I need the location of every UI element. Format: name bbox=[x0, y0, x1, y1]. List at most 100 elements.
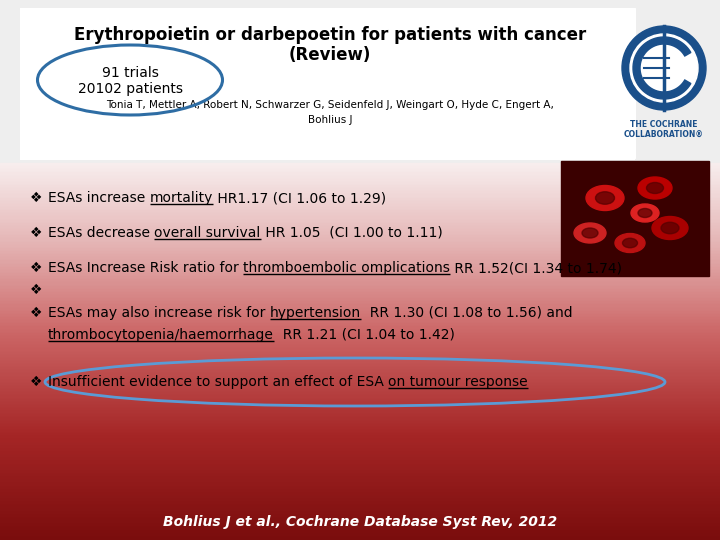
Bar bbox=[0, 449, 720, 453]
Text: THE COCHRANE: THE COCHRANE bbox=[630, 120, 698, 129]
Bar bbox=[0, 329, 720, 333]
Bar bbox=[0, 163, 720, 167]
Text: ❖: ❖ bbox=[30, 375, 42, 389]
Bar bbox=[0, 245, 720, 248]
Bar bbox=[0, 471, 720, 475]
Text: 20102 patients: 20102 patients bbox=[78, 82, 182, 96]
Ellipse shape bbox=[631, 204, 659, 222]
Bar bbox=[0, 289, 720, 292]
Circle shape bbox=[622, 26, 706, 110]
Bar bbox=[0, 229, 720, 233]
Text: Bohlius J et al., Cochrane Database Syst Rev, 2012: Bohlius J et al., Cochrane Database Syst… bbox=[163, 515, 557, 529]
Bar bbox=[0, 446, 720, 449]
Ellipse shape bbox=[574, 223, 606, 243]
Text: ❖: ❖ bbox=[30, 261, 42, 275]
Text: RR 1.30 (CI 1.08 to 1.56) and: RR 1.30 (CI 1.08 to 1.56) and bbox=[361, 306, 572, 320]
Bar bbox=[0, 282, 720, 286]
Bar bbox=[0, 537, 720, 540]
Bar bbox=[0, 477, 720, 481]
Bar bbox=[0, 182, 720, 186]
Text: ESAs may also increase risk for: ESAs may also increase risk for bbox=[48, 306, 270, 320]
Bar bbox=[0, 166, 720, 170]
Bar bbox=[0, 336, 720, 340]
Bar bbox=[0, 531, 720, 534]
Bar bbox=[0, 273, 720, 276]
Bar bbox=[0, 326, 720, 330]
Bar bbox=[0, 204, 720, 207]
Bar bbox=[0, 251, 720, 254]
Text: Tonia T, Mettler A, Robert N, Schwarzer G, Seidenfeld J, Weingart O, Hyde C, Eng: Tonia T, Mettler A, Robert N, Schwarzer … bbox=[106, 100, 554, 110]
Text: ESAs Increase Risk ratio for: ESAs Increase Risk ratio for bbox=[48, 261, 243, 275]
Bar bbox=[0, 380, 720, 383]
Bar bbox=[0, 367, 720, 371]
Text: HR 1.05  (CI 1.00 to 1.11): HR 1.05 (CI 1.00 to 1.11) bbox=[261, 226, 442, 240]
Text: 91 trials: 91 trials bbox=[102, 66, 158, 80]
Bar bbox=[0, 474, 720, 478]
Bar bbox=[0, 395, 720, 399]
Bar bbox=[0, 298, 720, 302]
Bar bbox=[0, 169, 720, 173]
Text: RR 1.21 (CI 1.04 to 1.42): RR 1.21 (CI 1.04 to 1.42) bbox=[274, 328, 455, 342]
Bar bbox=[0, 0, 720, 163]
Bar bbox=[0, 424, 720, 427]
Bar bbox=[0, 383, 720, 387]
Bar bbox=[0, 279, 720, 283]
Bar bbox=[0, 370, 720, 374]
Bar bbox=[0, 462, 720, 465]
Bar bbox=[0, 226, 720, 230]
Bar bbox=[0, 260, 720, 264]
Bar bbox=[0, 176, 720, 179]
Bar bbox=[0, 502, 720, 506]
Bar bbox=[0, 264, 720, 267]
Bar bbox=[0, 436, 720, 440]
Bar bbox=[0, 505, 720, 509]
Bar bbox=[0, 364, 720, 368]
Bar bbox=[0, 389, 720, 393]
Bar bbox=[0, 509, 720, 512]
Text: Bohlius J: Bohlius J bbox=[307, 115, 352, 125]
Bar bbox=[0, 348, 720, 352]
Bar bbox=[0, 421, 720, 424]
Ellipse shape bbox=[647, 183, 664, 193]
Bar bbox=[0, 515, 720, 518]
Bar bbox=[0, 487, 720, 490]
Bar bbox=[0, 452, 720, 456]
Ellipse shape bbox=[652, 217, 688, 240]
Bar bbox=[0, 301, 720, 305]
Polygon shape bbox=[633, 37, 691, 99]
Bar bbox=[0, 483, 720, 487]
Bar bbox=[0, 411, 720, 415]
Bar bbox=[0, 172, 720, 176]
Bar bbox=[0, 374, 720, 377]
Bar bbox=[0, 188, 720, 192]
Bar bbox=[0, 323, 720, 327]
Bar bbox=[0, 402, 720, 406]
Ellipse shape bbox=[638, 177, 672, 199]
Bar bbox=[0, 355, 720, 358]
Bar bbox=[0, 386, 720, 390]
Bar bbox=[0, 292, 720, 295]
Text: mortality: mortality bbox=[150, 191, 213, 205]
Bar bbox=[0, 528, 720, 531]
Bar bbox=[0, 480, 720, 484]
Ellipse shape bbox=[582, 228, 598, 238]
Bar bbox=[0, 333, 720, 336]
Bar bbox=[0, 339, 720, 342]
Bar bbox=[0, 210, 720, 214]
Circle shape bbox=[630, 34, 698, 102]
Bar bbox=[20, 8, 635, 160]
Text: on tumour response: on tumour response bbox=[388, 375, 528, 389]
Bar bbox=[0, 464, 720, 468]
Ellipse shape bbox=[586, 186, 624, 211]
Bar bbox=[0, 393, 720, 396]
Bar bbox=[0, 241, 720, 245]
Ellipse shape bbox=[661, 222, 679, 234]
Bar bbox=[0, 352, 720, 355]
Bar bbox=[0, 521, 720, 525]
Text: overall survival: overall survival bbox=[154, 226, 261, 240]
Text: thromboembolic omplications: thromboembolic omplications bbox=[243, 261, 450, 275]
Bar bbox=[0, 342, 720, 346]
Text: ❖: ❖ bbox=[30, 306, 42, 320]
Bar bbox=[0, 414, 720, 418]
Bar bbox=[0, 408, 720, 411]
